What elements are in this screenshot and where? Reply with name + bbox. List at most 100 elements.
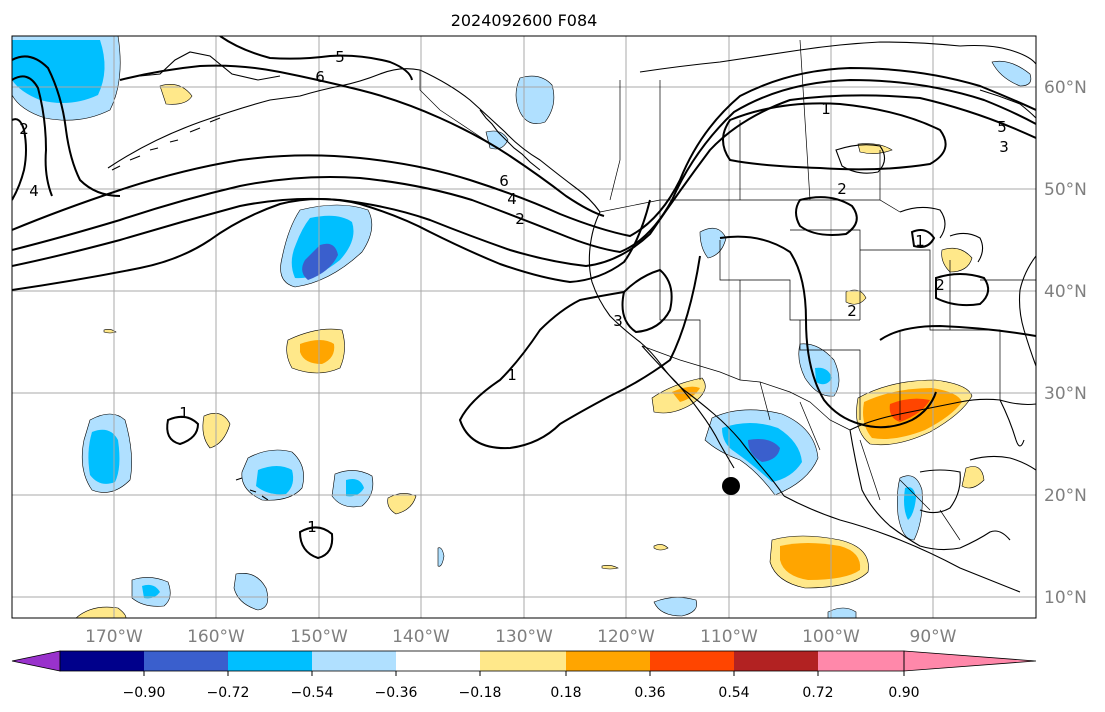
coastline-bc-islands xyxy=(479,109,541,171)
map-area: 5 6 2 4 6 4 2 1 5 3 2 1 2 2 3 1 1 1 xyxy=(12,36,1036,618)
coastline-canada-arctic xyxy=(639,41,961,73)
lon-label-100w: 100°W xyxy=(802,627,860,647)
coastline-mexico-gulf xyxy=(849,429,1011,551)
anomaly-blob-hawaii-west-core xyxy=(88,429,120,484)
contour-1-loop-north xyxy=(722,102,947,171)
lon-label-130w: 130°W xyxy=(495,627,553,647)
anomaly-positive-plains xyxy=(845,289,867,305)
contour-2-small xyxy=(795,196,858,236)
anomaly-positive-small-pacific xyxy=(387,493,417,515)
anomaly-blob-texas-core xyxy=(815,367,832,385)
contour-label-1-pacific: 1 xyxy=(507,366,517,384)
colorbar-segment-1 xyxy=(60,651,144,671)
contour-2-loop xyxy=(935,273,990,307)
colorbar-segment-2 xyxy=(144,651,228,671)
colorbar-segment-5 xyxy=(396,651,480,671)
anomaly-blob-far-south xyxy=(827,607,857,618)
anomaly-blob-north-pacific-core xyxy=(302,243,338,280)
colorbar-segment-4 xyxy=(312,651,396,671)
contour-label-5-east: 5 xyxy=(997,118,1007,136)
lat-label-40n: 40°N xyxy=(1044,282,1087,302)
shaded-fields xyxy=(12,36,1032,618)
coastline-florida xyxy=(999,399,1025,447)
lon-label-140w: 140°W xyxy=(392,627,450,647)
coastline-hawaii-islands xyxy=(235,477,269,501)
contour-label-5-north: 5 xyxy=(335,48,345,66)
coastline-east-us xyxy=(1018,255,1036,367)
anomaly-blob-southwest-core xyxy=(142,584,160,599)
colorbar-segment-3 xyxy=(228,651,312,671)
contour-1-hawaii xyxy=(166,415,200,446)
coastline-alaska-south xyxy=(419,69,601,213)
colorbar-label-6: 0.18 xyxy=(550,685,581,701)
colorbar-segment-8 xyxy=(650,651,734,671)
colorbar-extend-low xyxy=(11,650,61,672)
colorbar-label-8: 0.54 xyxy=(718,685,749,701)
lat-label-60n: 60°N xyxy=(1044,78,1087,98)
contour-label-4-jet: 4 xyxy=(507,190,517,208)
contour-label-4-nw: 4 xyxy=(29,182,39,200)
contour-label-6-north: 6 xyxy=(315,68,325,86)
anomaly-positive-dot-1 xyxy=(103,329,117,334)
lat-label-30n: 30°N xyxy=(1044,384,1087,404)
coastline-aleutians xyxy=(111,117,221,171)
colorbar-segment-6 xyxy=(480,651,566,671)
colorbar-label-2: −0.72 xyxy=(207,685,250,701)
borders xyxy=(419,39,1036,541)
contour-label-1-south: 1 xyxy=(307,518,317,536)
colorbar-segment-10 xyxy=(818,651,904,671)
contour-nw-1 xyxy=(12,55,121,197)
map-title: 2024092600 F084 xyxy=(451,11,598,30)
contour-jet-3 xyxy=(12,94,1036,268)
colorbar: −0.90 −0.72 −0.54 −0.36 −0.18 0.18 0.36 … xyxy=(11,650,1037,701)
colorbar-segment-9 xyxy=(734,651,818,671)
colorbar-label-9: 0.72 xyxy=(802,685,833,701)
anomaly-positive-dot-2 xyxy=(601,565,619,570)
contour-jet-4 xyxy=(12,198,651,291)
lon-label-150w: 150°W xyxy=(290,627,348,647)
anomaly-blob-central-pacific-core xyxy=(346,479,364,497)
lon-label-120w: 120°W xyxy=(597,627,655,647)
anomaly-positive-east-pacific-core xyxy=(780,543,861,580)
contour-label-2-nw: 2 xyxy=(19,120,29,138)
contour-label-1-north: 1 xyxy=(821,100,831,118)
anomaly-blob-great-lakes xyxy=(699,227,727,259)
anomaly-blob-alaska-gulf xyxy=(515,75,555,124)
colorbar-label-7: 0.36 xyxy=(634,685,665,701)
anomaly-blob-hawaii-east-core xyxy=(256,466,294,495)
contour-3-west xyxy=(621,268,673,334)
anomaly-blob-south-central xyxy=(233,573,269,611)
contour-1-south-pacific xyxy=(298,526,334,560)
border-canada-provinces xyxy=(609,39,881,201)
contour-label-1-greatlakes: 1 xyxy=(915,232,925,250)
coastline-central-america xyxy=(783,495,1021,593)
contour-5-north xyxy=(219,36,413,81)
contour-6-north xyxy=(119,64,605,217)
coastline-alaska-peninsula xyxy=(107,68,421,169)
lat-label-50n: 50°N xyxy=(1044,180,1087,200)
lon-label-110w: 110°W xyxy=(700,627,758,647)
contour-1-small-ne xyxy=(910,229,936,248)
contour-label-3-east: 3 xyxy=(999,138,1009,156)
coastline-labrador xyxy=(959,44,1036,119)
map-frame xyxy=(11,35,1037,619)
coastline-baja xyxy=(641,345,735,469)
colorbar-label-3: −0.54 xyxy=(291,685,334,701)
lon-labels: 170°W 160°W 150°W 140°W 130°W 120°W 110°… xyxy=(85,627,957,647)
colorbar-label-1: −0.90 xyxy=(123,685,166,701)
location-marker xyxy=(722,477,740,495)
contour-1-main xyxy=(719,235,937,429)
border-alaska-canada xyxy=(419,70,501,151)
lon-label-170w: 170°W xyxy=(85,627,143,647)
contour-label-2-jet: 2 xyxy=(515,210,525,228)
colorbar-label-4: −0.36 xyxy=(375,685,418,701)
coastline-great-lakes xyxy=(899,206,984,263)
contours xyxy=(12,36,1036,560)
contour-labels: 5 6 2 4 6 4 2 1 5 3 2 1 2 2 3 1 1 1 xyxy=(19,48,1009,536)
contour-label-3-west-coast: 3 xyxy=(613,312,623,330)
colorbar-label-10: 0.90 xyxy=(888,685,919,701)
contour-label-1-hawaii: 1 xyxy=(179,404,189,422)
anomaly-blob-hawaii-dot xyxy=(437,547,445,567)
border-mexico-states xyxy=(759,381,961,541)
